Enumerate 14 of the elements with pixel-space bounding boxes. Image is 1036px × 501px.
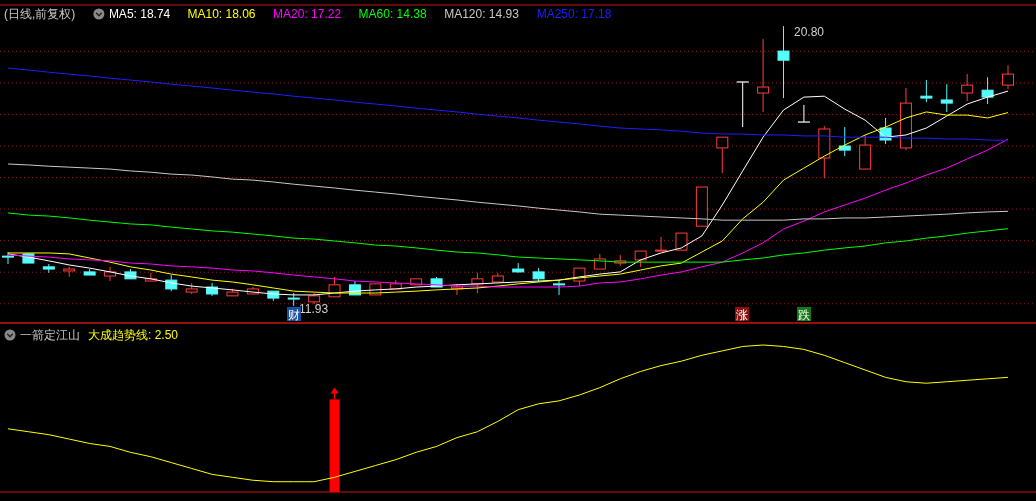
chart-title: (日线,前复权) [4, 7, 76, 21]
tag-badge: 涨 [735, 307, 749, 322]
chart-title: 一箭定江山 [20, 328, 80, 342]
text: MA120: 14.93 [444, 7, 520, 21]
text: 大成趋势线: 2.50 [88, 328, 179, 342]
text: MA5: 18.74 [108, 7, 171, 21]
text: MA20: 17.22 [273, 7, 342, 21]
tag-badge: 财 [287, 307, 301, 322]
text: MA60: 14.38 [358, 7, 427, 21]
text: MA10: 18.06 [187, 7, 256, 21]
annotation: 20.80 [794, 25, 825, 39]
annotation: 11.93 [299, 302, 329, 316]
text: MA250: 17.18 [536, 7, 612, 21]
tag-badge: 跌 [797, 307, 811, 322]
